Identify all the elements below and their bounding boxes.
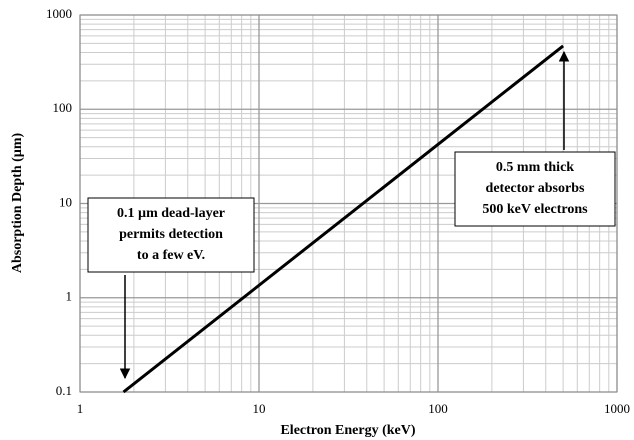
- x-tick-label: 100: [428, 401, 448, 416]
- x-tick-label: 1: [77, 401, 84, 416]
- x-tick-label: 10: [253, 401, 266, 416]
- y-tick-label: 0.1: [56, 383, 72, 398]
- annotation-box: [87, 197, 255, 273]
- annotation: 500 keV electrons: [482, 202, 588, 217]
- data-line: [122, 44, 565, 394]
- y-tick-label: 1000: [46, 6, 72, 21]
- y-axis-title: Absorption Depth (µm): [10, 133, 25, 274]
- annotation-box: [454, 151, 616, 227]
- annotation: to a few eV.: [137, 248, 205, 263]
- annotation: 0.1 µm dead-layer: [117, 206, 225, 221]
- x-axis-title: Electron Energy (keV): [280, 423, 415, 438]
- annotation: detector absorbs: [486, 181, 585, 196]
- plot-frame: [79, 14, 618, 393]
- annotation: permits detection: [119, 227, 223, 242]
- annotation: 0.5 mm thick: [496, 160, 574, 175]
- y-tick-label: 100: [53, 100, 73, 115]
- y-tick-label: 10: [59, 194, 72, 209]
- x-tick-label: 1000: [604, 401, 630, 416]
- y-tick-label: 1: [66, 289, 73, 304]
